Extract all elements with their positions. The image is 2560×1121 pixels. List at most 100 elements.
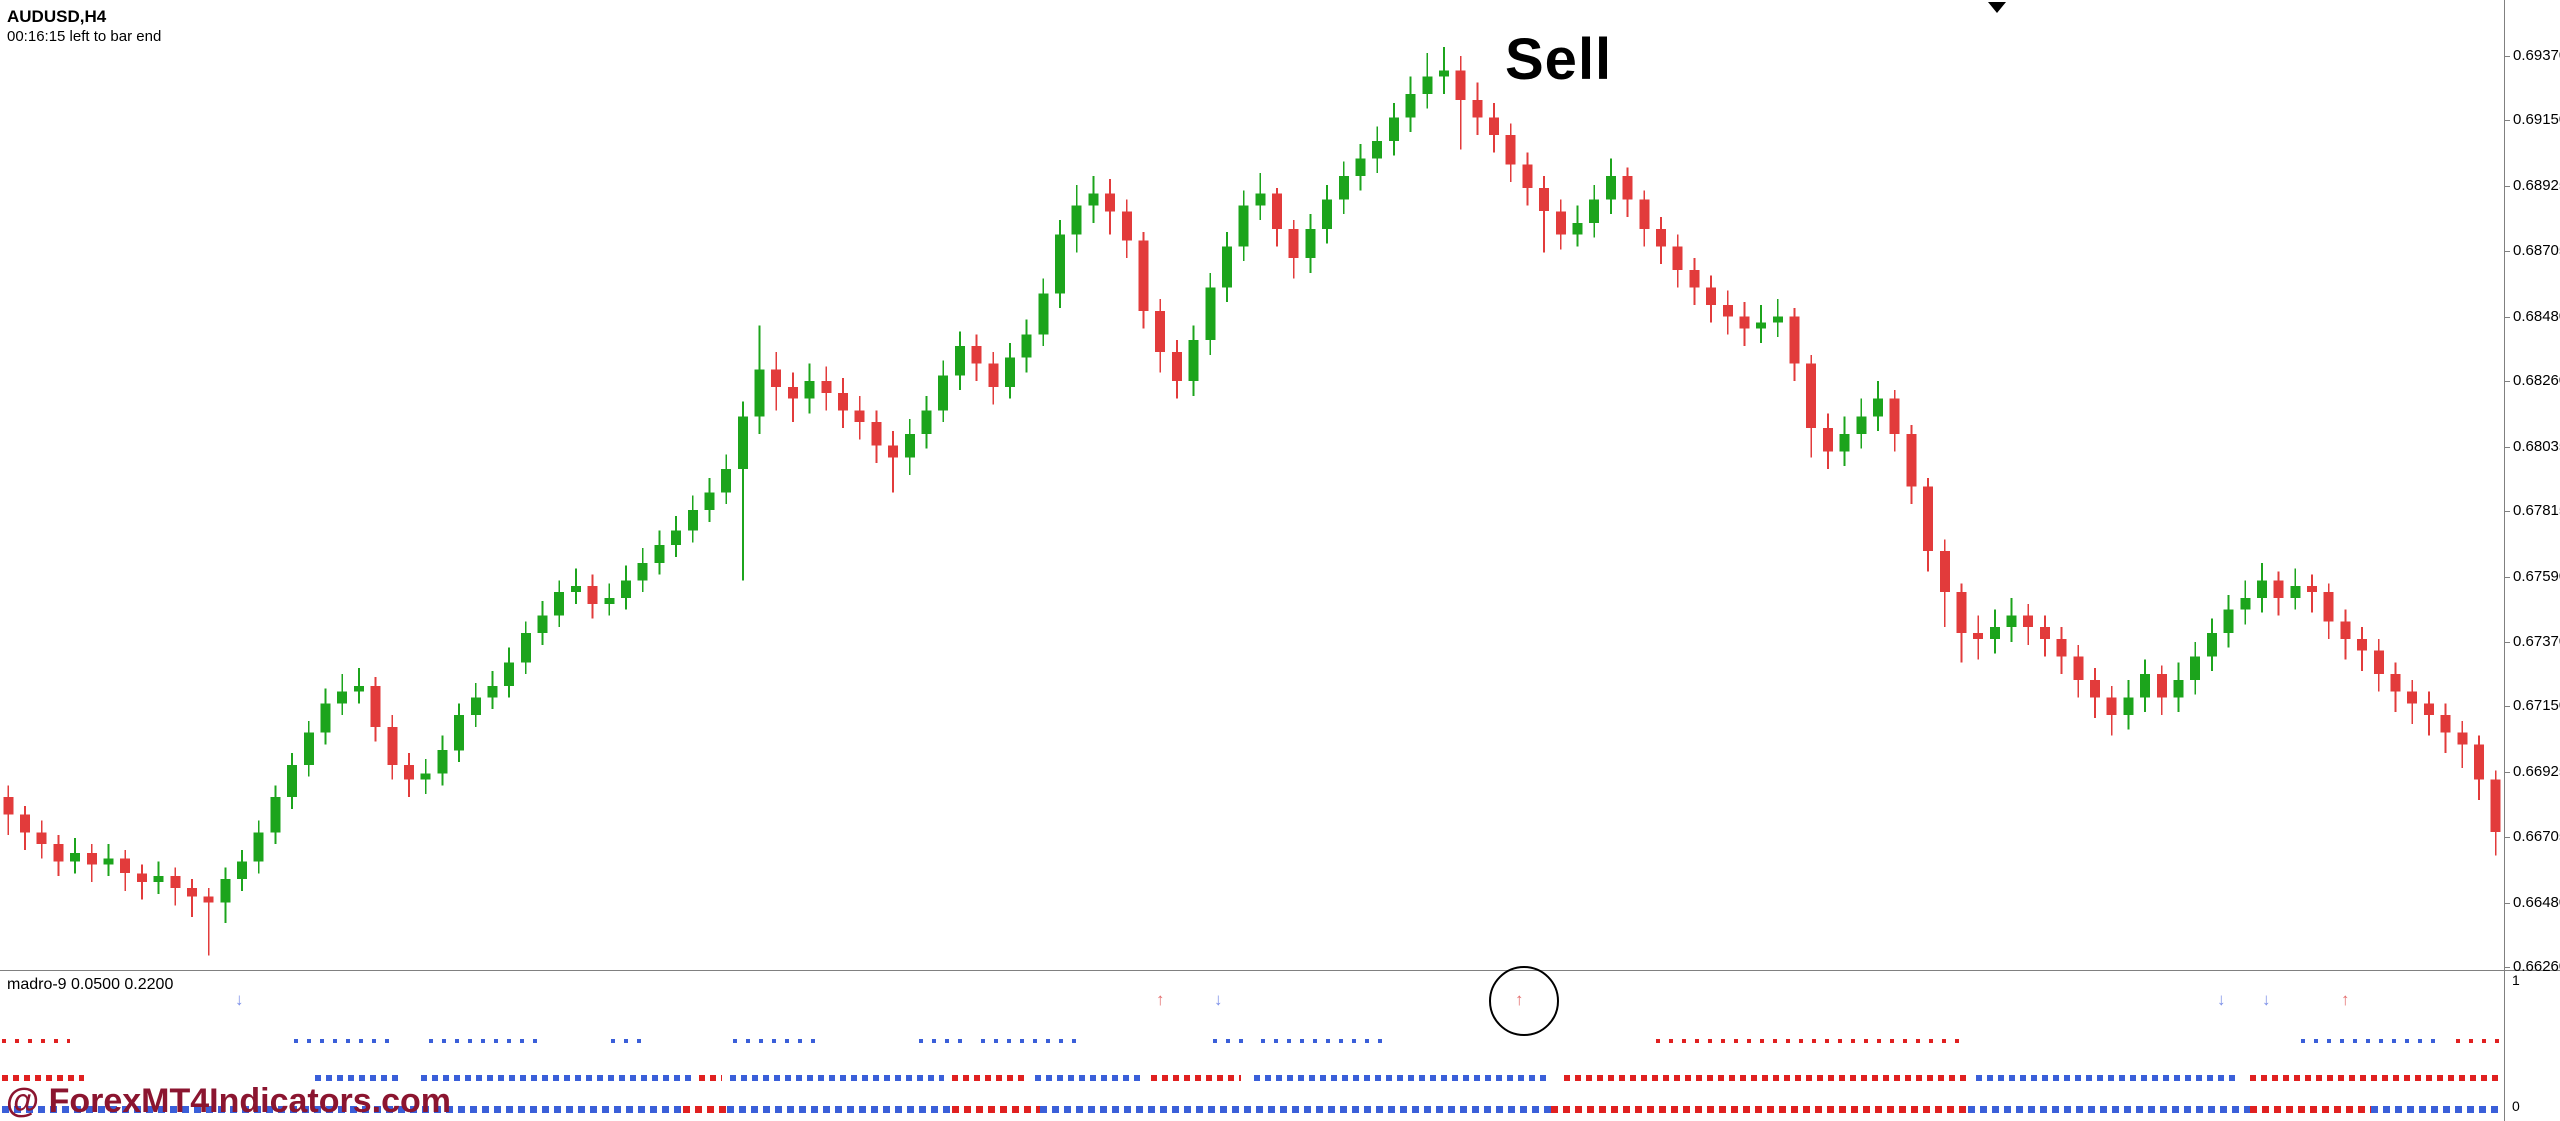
- price-tick-mark: [2505, 120, 2510, 121]
- candle-body: [1305, 228, 1316, 259]
- candle-body: [1806, 363, 1817, 428]
- indicator-scale-min: 0: [2512, 1098, 2520, 1114]
- candle-body: [3, 797, 14, 815]
- indicator-dot-segment-blue: [1040, 1106, 1551, 1113]
- candle-body: [2106, 697, 2117, 716]
- candle-body: [604, 597, 615, 604]
- candle-body: [1188, 340, 1199, 382]
- candle-body: [1338, 176, 1349, 200]
- indicator-dot-segment-blue: [2, 1106, 683, 1113]
- bar-countdown-label: 00:16:15 left to bar end: [7, 28, 162, 45]
- indicator-pane-divider[interactable]: [0, 970, 2560, 971]
- candle-body: [287, 764, 298, 798]
- price-tick-label: 0.68705: [2513, 242, 2560, 259]
- candle-body: [637, 562, 648, 581]
- price-tick-label: 0.66925: [2513, 763, 2560, 780]
- candle-body: [1839, 433, 1850, 452]
- candle-body: [737, 416, 748, 469]
- candle-body: [120, 858, 131, 874]
- candle-body: [1322, 199, 1333, 229]
- candle-body: [1489, 117, 1500, 136]
- candle-body: [771, 369, 782, 387]
- candle-body: [2156, 674, 2167, 698]
- candle-body: [2006, 615, 2017, 628]
- candle-body: [537, 615, 548, 634]
- candle-body: [1272, 193, 1282, 229]
- candle-body: [2140, 674, 2151, 698]
- sell-annotation: Sell: [1505, 27, 1613, 92]
- candle-body: [1055, 234, 1065, 294]
- candle-body: [2206, 633, 2217, 657]
- candle-body: [938, 375, 949, 411]
- candle-body: [1656, 228, 1666, 247]
- candle-body: [2440, 715, 2451, 733]
- candle-body: [470, 697, 481, 716]
- candle-body: [387, 726, 398, 765]
- candle-body: [1706, 287, 1717, 305]
- candle-body: [1222, 246, 1232, 288]
- candle-body: [253, 832, 264, 862]
- candle-body: [2373, 650, 2384, 674]
- candle-body: [420, 773, 431, 780]
- candle-body: [621, 580, 631, 598]
- candle-body: [303, 732, 314, 765]
- candle-body: [2290, 586, 2301, 598]
- candle-body: [1021, 334, 1032, 358]
- candle-body: [1088, 193, 1099, 206]
- indicator-dot-segment-red: [952, 1075, 1029, 1081]
- signal-circle-annotation: [1489, 966, 1559, 1036]
- candle-body: [1539, 187, 1550, 212]
- candle-body: [2090, 679, 2100, 698]
- candle-body: [1589, 199, 1600, 223]
- indicator-dot-segment-blue: [421, 1075, 694, 1081]
- indicator-dot-segment-blue: [294, 1039, 396, 1043]
- candle-body: [988, 363, 999, 387]
- indicator-dot-segment-blue: [1968, 1106, 2250, 1113]
- candle-body: [704, 492, 715, 511]
- indicator-dot-segment-red: [699, 1075, 722, 1081]
- candle-body: [103, 858, 114, 865]
- indicator-dot-segment-red: [1551, 1106, 1968, 1113]
- candle-body: [1923, 486, 1934, 551]
- indicator-dot-segment-blue: [429, 1039, 542, 1043]
- price-tick-mark: [2505, 577, 2510, 578]
- signal-arrow-down-icon: ↓: [235, 990, 244, 1009]
- candle-body: [504, 662, 515, 686]
- indicator-dot-segment-red: [1656, 1039, 1960, 1043]
- candle-body: [520, 633, 531, 663]
- candle-body: [587, 586, 598, 604]
- indicator-pane[interactable]: ↓ ↑ ↓ ↑ ↓ ↓ ↑: [0, 966, 2504, 1121]
- price-tick-label: 0.66705: [2513, 828, 2560, 845]
- indicator-dot-segment-blue: [727, 1106, 952, 1113]
- candle-body: [754, 369, 765, 417]
- candle-body: [1822, 428, 1833, 452]
- candle-body: [2323, 592, 2334, 622]
- candle-body: [153, 876, 164, 883]
- chart-shift-marker-icon[interactable]: [1988, 2, 2006, 13]
- candle-body: [1455, 70, 1466, 100]
- candlestick-chart-canvas[interactable]: [0, 0, 2504, 970]
- candle-body: [1439, 70, 1449, 77]
- candle-body: [1405, 94, 1416, 118]
- candle-body: [1873, 398, 1883, 417]
- candle-body: [2039, 627, 2050, 639]
- price-tick-mark: [2505, 447, 2510, 448]
- signal-arrow-up-icon: ↑: [2341, 990, 2350, 1009]
- candle-body: [671, 530, 682, 546]
- candle-body: [437, 750, 448, 774]
- price-tick-label: 0.66260: [2513, 958, 2560, 975]
- price-tick-label: 0.67815: [2513, 502, 2560, 519]
- candle-body: [2073, 656, 2084, 680]
- candle-body: [1288, 228, 1299, 259]
- candle-body: [203, 896, 214, 903]
- candle-body: [2223, 609, 2234, 633]
- candle-body: [1989, 627, 2000, 639]
- candle-body: [1789, 316, 1800, 364]
- candle-body: [487, 685, 498, 698]
- candle-body: [2307, 586, 2317, 593]
- signal-arrow-up-icon: ↑: [1156, 990, 1165, 1009]
- candle-body: [1739, 316, 1750, 329]
- candle-body: [337, 691, 348, 704]
- candle-body: [170, 876, 181, 888]
